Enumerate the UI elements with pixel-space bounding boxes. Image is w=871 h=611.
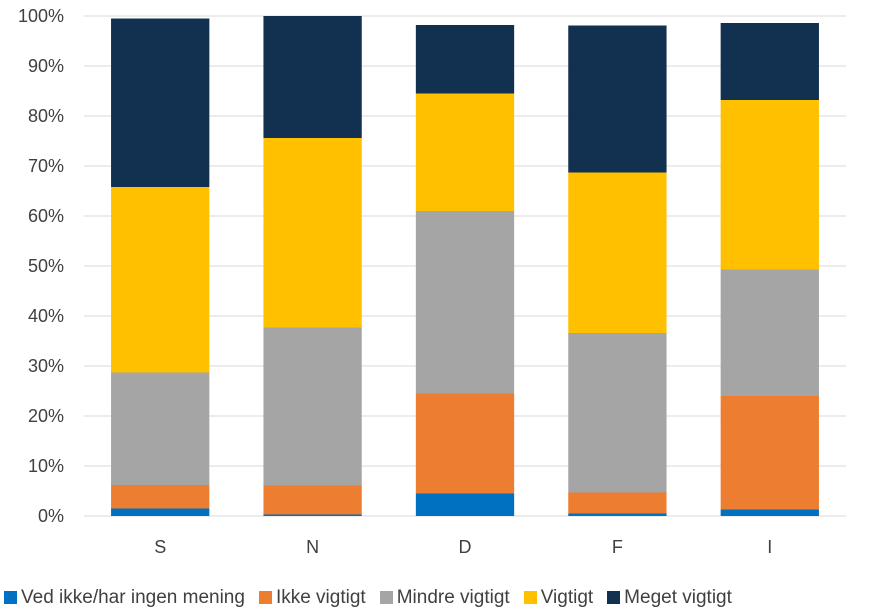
y-tick-label: 0% bbox=[38, 506, 64, 526]
y-tick-label: 80% bbox=[28, 106, 64, 126]
legend-item: Ved ikke/har ingen mening bbox=[4, 587, 245, 609]
bar-segment bbox=[415, 493, 515, 516]
y-axis-ticks: 0% 10% 20% 30% 40% 50% 60% 70% 80% 90% 100% bbox=[18, 6, 64, 526]
bar-segment bbox=[720, 269, 819, 396]
y-tick-label: 20% bbox=[28, 406, 64, 426]
bar-segment bbox=[111, 508, 210, 516]
bar-segment bbox=[568, 492, 667, 514]
bar-segment bbox=[263, 485, 362, 515]
legend-swatch bbox=[379, 591, 393, 604]
legend-swatch bbox=[523, 591, 537, 604]
y-tick-label: 90% bbox=[28, 56, 64, 76]
y-tick-label: 10% bbox=[28, 456, 64, 476]
legend-label: Meget vigtigt bbox=[624, 586, 732, 608]
legend-label: Vigtigt bbox=[540, 586, 594, 608]
y-tick-label: 30% bbox=[28, 356, 64, 376]
y-tick-label: 60% bbox=[28, 206, 64, 226]
bars bbox=[111, 16, 819, 516]
bar-segment bbox=[111, 372, 210, 485]
bar-segment bbox=[263, 138, 362, 328]
legend-item: Mindre vigtigt bbox=[379, 586, 510, 609]
x-tick-label: N bbox=[306, 537, 319, 557]
legend-item: Ikke vigtigt bbox=[258, 586, 366, 609]
legend-label: Ved ikke/har ingen mening bbox=[21, 586, 245, 608]
stacked-bar-chart: 0% 10% 20% 30% 40% 50% 60% 70% 80% 90% 100% S N D F I bbox=[18, 6, 846, 557]
bar-segment bbox=[263, 327, 362, 486]
bar-segment bbox=[111, 18, 210, 187]
x-tick-label: D bbox=[459, 537, 472, 557]
bar-segment bbox=[111, 187, 210, 373]
x-tick-label: S bbox=[154, 537, 166, 557]
bar-segment bbox=[415, 25, 515, 94]
legend-swatch bbox=[258, 591, 272, 604]
bar-segment bbox=[568, 513, 667, 516]
bar-segment bbox=[720, 23, 819, 100]
bar-segment bbox=[415, 211, 515, 394]
bar-segment bbox=[415, 93, 515, 211]
bar-segment bbox=[263, 16, 362, 138]
bar-segment bbox=[568, 172, 667, 333]
bar-segment bbox=[111, 485, 210, 509]
legend-item: Vigtigt bbox=[523, 586, 594, 609]
bar-segment bbox=[568, 25, 667, 173]
bar-segment bbox=[415, 393, 515, 494]
x-tick-label: I bbox=[767, 537, 772, 557]
bar-segment bbox=[720, 396, 819, 510]
y-tick-label: 70% bbox=[28, 156, 64, 176]
bar-segment bbox=[568, 333, 667, 493]
y-tick-label: 40% bbox=[28, 306, 64, 326]
legend: Ved ikke/har ingen mening Ikke vigtigt Min… bbox=[0, 584, 871, 611]
legend-label: Ikke vigtigt bbox=[275, 586, 366, 608]
legend-item: Meget vigtigt bbox=[607, 587, 732, 609]
bar-segment bbox=[263, 514, 362, 516]
bar-segment bbox=[720, 509, 819, 516]
legend-swatch bbox=[607, 591, 621, 604]
legend-label: Mindre vigtigt bbox=[396, 586, 510, 608]
legend-swatch bbox=[4, 591, 17, 604]
y-tick-label: 100% bbox=[18, 6, 64, 26]
y-tick-label: 50% bbox=[28, 256, 64, 276]
x-tick-label: F bbox=[612, 537, 623, 557]
bar-segment bbox=[720, 100, 819, 270]
